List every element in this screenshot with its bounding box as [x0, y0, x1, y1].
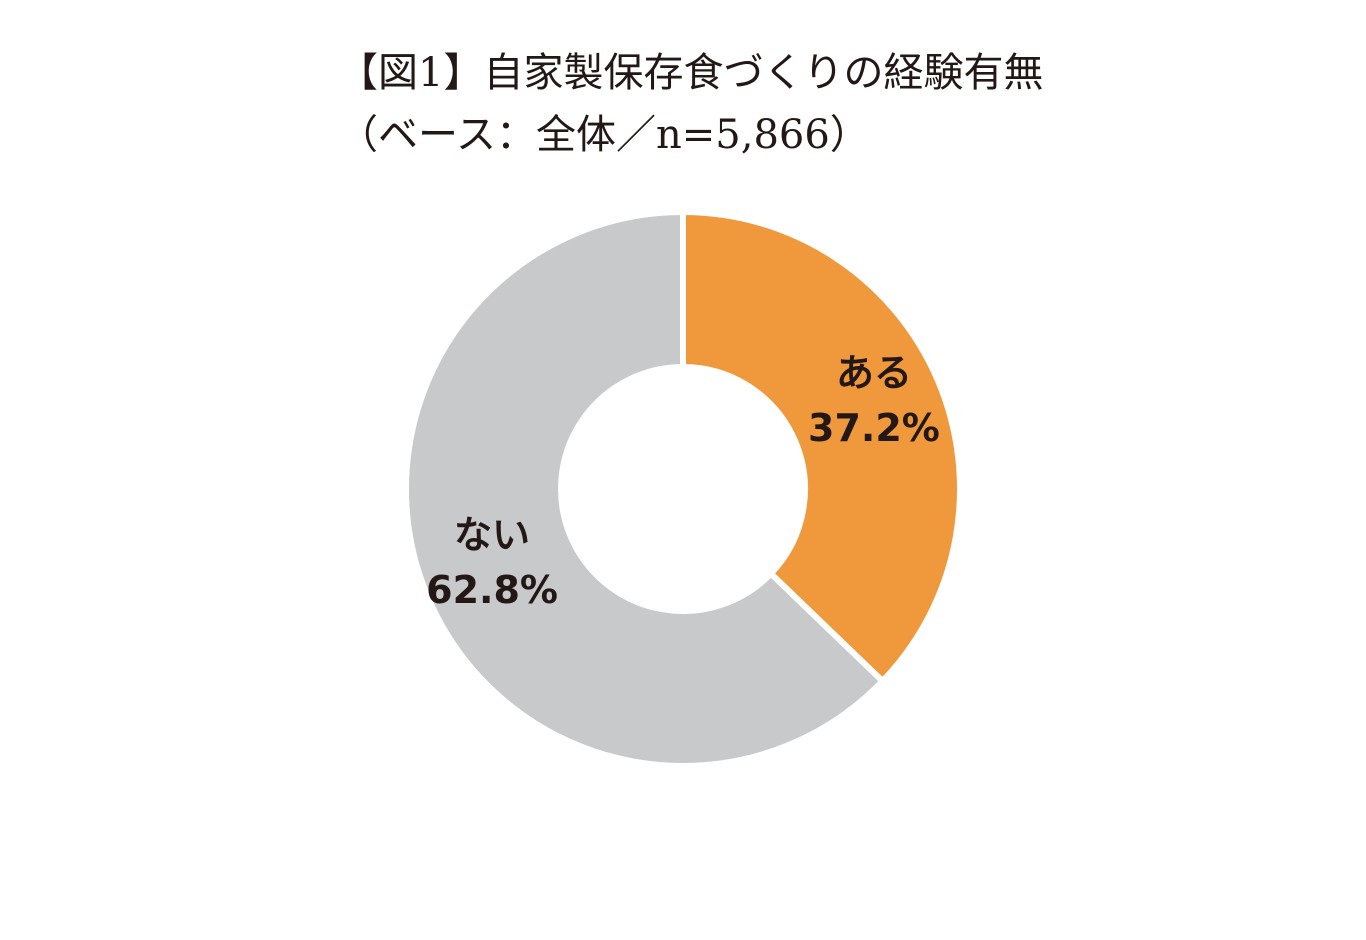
donut-labels: ある 37.2% ない 62.8%: [426, 351, 940, 612]
slice-value-label: 37.2%: [808, 406, 940, 450]
donut-slice-2: [403, 208, 887, 769]
chart-subtitle: （ベース：全体／n=5,866）: [338, 112, 870, 158]
slice-value-label: 62.8%: [426, 568, 558, 612]
slice-category-label: ない: [454, 513, 530, 557]
donut-slice-1: [680, 208, 963, 686]
slice-category-label: ある: [836, 351, 912, 395]
chart-title: 【図1】自家製保存食づくりの経験有無: [338, 50, 1044, 96]
donut-slices: [403, 208, 963, 769]
chart-title-block: 【図1】自家製保存食づくりの経験有無 （ベース：全体／n=5,866）: [338, 42, 1043, 166]
